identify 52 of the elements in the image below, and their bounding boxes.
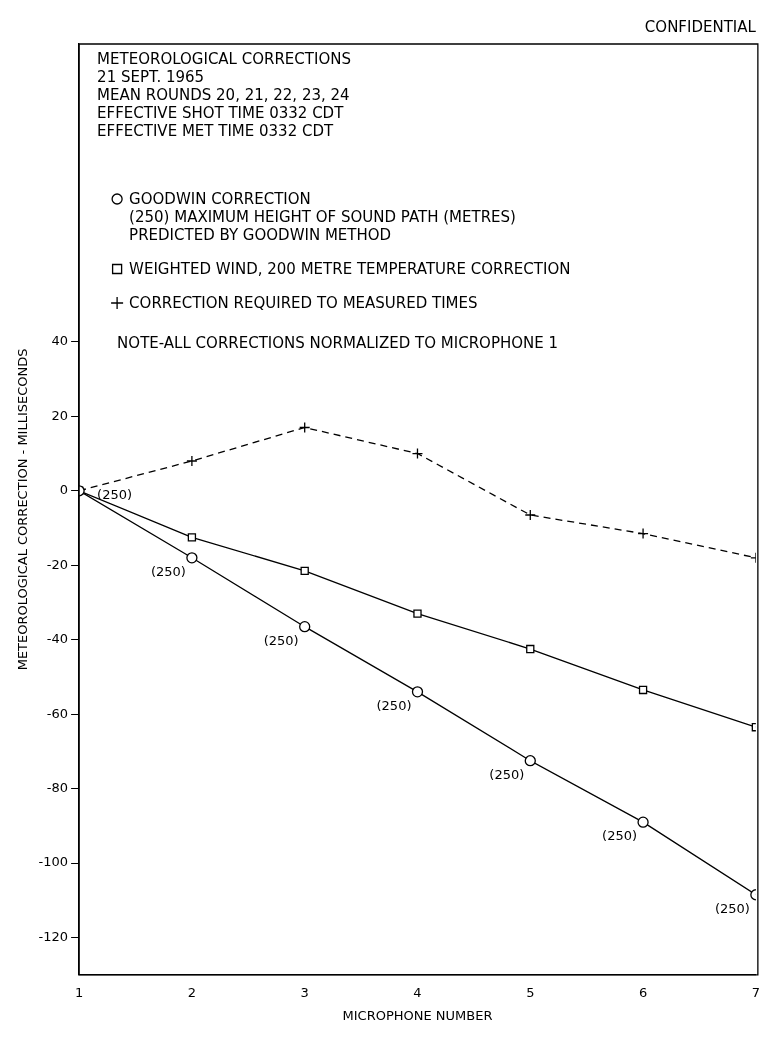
y-tick-label: -100 — [38, 854, 69, 870]
legend-label: WEIGHTED WIND, 200 METRE TEMPERATURE CORRECTION — [129, 260, 571, 278]
point — [300, 566, 309, 576]
annotation: (250) — [263, 632, 299, 648]
annotation: (250) — [602, 828, 638, 844]
point — [411, 686, 424, 698]
text: CONFIDENTIAL — [644, 18, 757, 36]
y-tick-label: -80 — [46, 780, 69, 796]
point — [524, 509, 536, 521]
text: 21 SEPT. 1965 — [97, 68, 205, 86]
y-tick-label: 40 — [51, 333, 69, 349]
annotation: (250) MAXIMUM HEIGHT OF SOUND PATH (METRES) — [129, 208, 516, 226]
x-tick-label: 5 — [526, 984, 535, 1000]
point — [299, 621, 311, 633]
point — [524, 755, 536, 767]
y-tick-label: 0 — [59, 482, 69, 498]
legend-label: GOODWIN CORRECTION — [129, 190, 311, 208]
point — [186, 455, 198, 467]
annotation: (250) — [97, 486, 133, 502]
x-tick-label: 6 — [638, 984, 648, 1000]
x-tick-label: 4 — [413, 984, 422, 1000]
y-tick-label: -60 — [46, 705, 69, 721]
point — [413, 609, 422, 618]
annotation: PREDICTED BY GOODWIN METHOD — [129, 226, 392, 244]
x-tick-label: 2 — [187, 984, 197, 1000]
x-tick-label: 1 — [74, 984, 84, 1000]
annotation: (250) — [376, 697, 412, 713]
y-tick-label: -120 — [38, 928, 69, 944]
text: METEOROLOGICAL CORRECTIONS — [97, 50, 351, 68]
annotation: (250) — [150, 563, 186, 579]
legend-label: CORRECTION REQUIRED TO MEASURED TIMES — [129, 294, 478, 312]
annotation: NOTE-ALL CORRECTIONS NORMALIZED TO MICROPHONE 1 — [117, 333, 559, 352]
annotation: EFFECTIVE MET TIME 0332 CDT — [97, 122, 334, 140]
point — [411, 447, 424, 460]
annotation: EFFECTIVE SHOT TIME 0332 CDT — [97, 104, 345, 122]
point — [299, 421, 311, 434]
annotation: (250) — [489, 766, 525, 782]
y-axis-title: METEOROLOGICAL CORRECTION - MILLISECONDS — [15, 348, 31, 671]
x-tick-label: 7 — [751, 984, 761, 1000]
annotation: MEAN ROUNDS 20, 21, 22, 23, 24 — [97, 86, 350, 104]
y-tick-label: -20 — [46, 556, 69, 572]
point — [187, 533, 197, 542]
point — [526, 644, 535, 654]
point — [637, 816, 649, 828]
point — [186, 552, 198, 564]
x-tick-label: 3 — [300, 984, 309, 1000]
y-tick-label: 20 — [51, 407, 69, 423]
y-tick-label: -40 — [46, 631, 69, 647]
x-axis-title: MICROPHONE NUMBER — [342, 1007, 493, 1023]
annotation: (250) — [714, 900, 750, 916]
point — [637, 527, 649, 540]
point — [638, 685, 648, 695]
